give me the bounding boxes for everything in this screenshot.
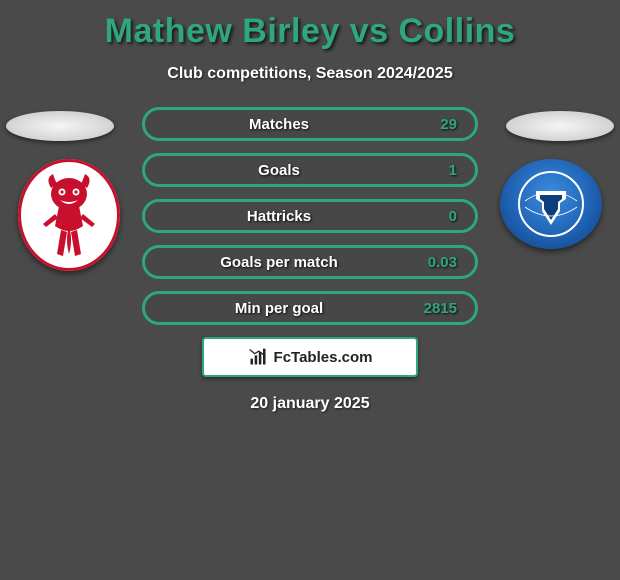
stat-row: Goals1 bbox=[142, 153, 478, 187]
stat-row: Goals per match0.03 bbox=[142, 245, 478, 279]
stat-label: Goals per match bbox=[145, 254, 413, 271]
bar-chart-icon bbox=[248, 347, 268, 367]
lincoln-imp-icon bbox=[29, 170, 109, 260]
stat-row: Min per goal2815 bbox=[142, 291, 478, 325]
date-label: 20 january 2025 bbox=[0, 395, 620, 413]
stat-row: Hattricks0 bbox=[142, 199, 478, 233]
stat-label: Min per goal bbox=[145, 300, 413, 317]
stat-value: 29 bbox=[413, 116, 457, 133]
stat-value: 2815 bbox=[413, 300, 457, 317]
stat-label: Hattricks bbox=[145, 208, 413, 225]
page-title: Mathew Birley vs Collins bbox=[0, 0, 620, 51]
peterborough-badge-icon bbox=[516, 169, 586, 239]
player-right-tag bbox=[506, 111, 614, 141]
stat-value: 0.03 bbox=[413, 254, 457, 271]
subtitle: Club competitions, Season 2024/2025 bbox=[0, 65, 620, 83]
stat-row: Matches29 bbox=[142, 107, 478, 141]
comparison-panel: Matches29 Goals1 Hattricks0 Goals per match… bbox=[0, 107, 620, 413]
stat-value: 1 bbox=[413, 162, 457, 179]
brand-box[interactable]: FcTables.com bbox=[202, 337, 418, 377]
club-badge-left bbox=[18, 159, 120, 271]
stats-list: Matches29 Goals1 Hattricks0 Goals per match… bbox=[142, 107, 478, 325]
stat-label: Matches bbox=[145, 116, 413, 133]
club-badge-right bbox=[500, 159, 602, 249]
player-left-tag bbox=[6, 111, 114, 141]
brand-label: FcTables.com bbox=[274, 349, 373, 366]
stat-label: Goals bbox=[145, 162, 413, 179]
stat-value: 0 bbox=[413, 208, 457, 225]
